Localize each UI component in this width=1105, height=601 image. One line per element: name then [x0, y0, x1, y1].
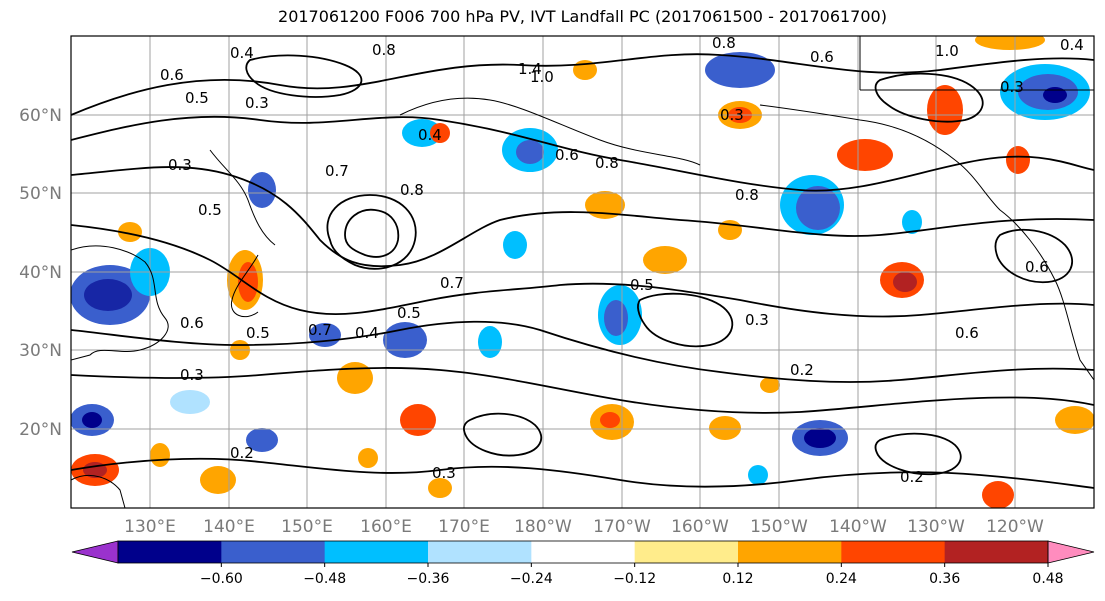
latitude-label: 50°N	[19, 184, 62, 204]
contour-label: 1.4	[518, 60, 542, 78]
contour-label: 0.4	[418, 126, 442, 144]
contour-label: 0.3	[720, 106, 744, 124]
map-frame	[70, 35, 1095, 509]
contour-label: 0.5	[397, 304, 421, 322]
contour-label: 0.8	[735, 186, 759, 204]
longitude-label: 170°W	[593, 517, 651, 537]
contour-label-group: 0.4 0.8 1.0 1.4 0.6 0.3 0.5 0.7 0.8 0.6 …	[160, 34, 1084, 486]
contour-label: 1.0	[935, 42, 959, 60]
contour-label: 0.8	[595, 154, 619, 172]
colorbar-tick-label: −0.60	[200, 571, 243, 587]
map-title: 2017061200 F006 700 hPa PV, IVT Landfall…	[278, 7, 887, 26]
graticule	[71, 36, 1094, 508]
colorbar-extend-min	[71, 540, 119, 564]
contour-label: 0.3	[745, 311, 769, 329]
colorbar-tick-label: −0.12	[613, 571, 656, 587]
contour-label: 1.0	[530, 68, 554, 86]
colorbar-tick-label: 0.36	[929, 571, 960, 587]
contour-label: 0.2	[900, 468, 924, 486]
longitude-label: 150°W	[750, 517, 808, 537]
colorbar-segment	[324, 541, 429, 563]
contour-label: 0.6	[160, 66, 184, 84]
contour-label: 0.3	[180, 366, 204, 384]
contour-label: 0.7	[325, 162, 349, 180]
contour-label: 0.7	[308, 321, 332, 339]
contour-label: 0.8	[400, 181, 424, 199]
contour-label: 0.3	[432, 464, 456, 482]
colorbar-segment	[944, 541, 1049, 563]
longitude-label: 160°W	[671, 517, 729, 537]
colorbar-segment	[531, 541, 636, 563]
contour-label: 0.3	[245, 94, 269, 112]
colorbar-tick-label: −0.48	[303, 571, 346, 587]
longitude-label: 120°W	[986, 517, 1044, 537]
longitude-axis: 130°E 140°E 150°E 160°E 170°E 180°W 170°…	[124, 517, 1044, 537]
contour-label: 0.2	[790, 361, 814, 379]
coastlines	[71, 36, 1094, 508]
contour-label: 0.4	[355, 324, 379, 342]
contour-label: 0.8	[712, 34, 736, 52]
ivt-contours	[71, 53, 1094, 489]
contour-label: 0.6	[1025, 258, 1049, 276]
contour-label: 0.6	[180, 314, 204, 332]
contour-label: 0.8	[372, 41, 396, 59]
colorbar-segment	[841, 541, 946, 563]
contour-label: 0.5	[198, 201, 222, 219]
colorbar-tick-label: 0.24	[826, 571, 857, 587]
contour-label: 0.6	[555, 146, 579, 164]
colorbar-segment	[738, 541, 842, 563]
colorbar-tick-label: 0.48	[1032, 571, 1063, 587]
latitude-axis: 60°N 50°N 40°N 30°N 20°N	[19, 106, 62, 440]
contour-label: 0.4	[1060, 36, 1084, 54]
colorbar-extend-max	[1047, 540, 1095, 564]
contour-label: 0.4	[230, 44, 254, 62]
colorbar-segment	[221, 541, 326, 563]
colorbar-tick-label: 0.12	[722, 571, 753, 587]
contour-label: 0.5	[246, 324, 270, 342]
pv-anomaly-shading	[71, 36, 1094, 508]
colorbar-frame	[117, 540, 1049, 564]
colorbar-segment	[634, 541, 739, 563]
contour-label: 0.6	[810, 48, 834, 66]
latitude-label: 40°N	[19, 263, 62, 283]
contour-label: 0.5	[185, 89, 209, 107]
latitude-label: 60°N	[19, 106, 62, 126]
longitude-label: 150°E	[281, 517, 333, 537]
colorbar-tick-label: −0.36	[407, 571, 450, 587]
contour-label: 0.7	[440, 274, 464, 292]
latitude-label: 20°N	[19, 420, 62, 440]
contour-label: 0.6	[955, 324, 979, 342]
longitude-label: 170°E	[438, 517, 490, 537]
latitude-label: 30°N	[19, 341, 62, 361]
longitude-label: 140°E	[203, 517, 255, 537]
longitude-label: 130°W	[907, 517, 965, 537]
longitude-label: 140°W	[829, 517, 887, 537]
longitude-label: 180°W	[514, 517, 572, 537]
colorbar-segment	[428, 541, 532, 563]
longitude-label: 130°E	[124, 517, 176, 537]
contour-label: 0.3	[168, 156, 192, 174]
contour-label: 0.2	[230, 444, 254, 462]
contour-label: 0.3	[1000, 78, 1024, 96]
colorbar-tick-labels: −0.60 −0.48 −0.36 −0.24 −0.12 0.12 0.24 0.36 0.4…	[200, 563, 1064, 587]
colorbar-segment	[118, 541, 222, 563]
contour-label: 0.5	[630, 276, 654, 294]
colorbar	[71, 540, 1095, 564]
longitude-label: 160°E	[360, 517, 412, 537]
colorbar-tick-label: −0.24	[510, 571, 553, 587]
